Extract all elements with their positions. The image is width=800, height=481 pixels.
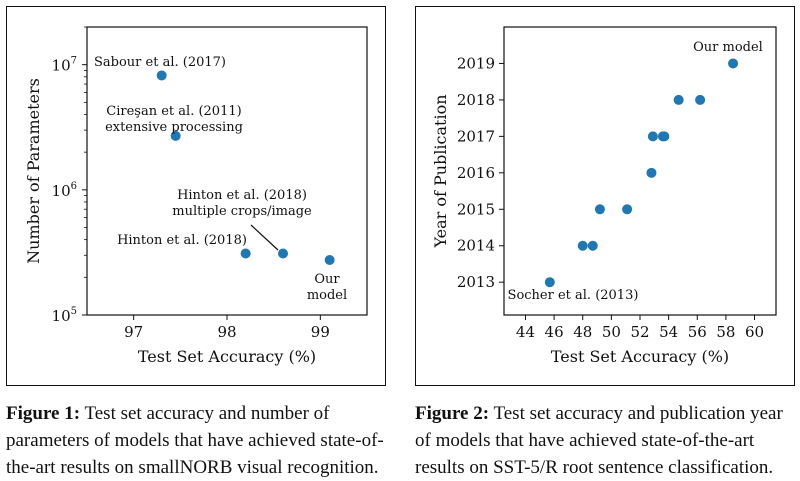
point-annotation: Hinton et al. (2018) [117, 233, 247, 248]
point-annotation: Cireşan et al. (2011) [106, 104, 241, 119]
data-point [587, 240, 598, 251]
figure2-panel: 44 46 48 50 52 54 56 58 60 2013 2014 2015 2016 2017 20… [415, 6, 795, 386]
data-point [278, 248, 288, 259]
figure1-panel: 97 98 99 105 106 107 Test Set Accuracy (%) Numb… [6, 6, 386, 386]
y-tick-label: 2014 [457, 237, 495, 255]
figure1-caption-text: Test set accuracy and number of paramete… [6, 403, 384, 478]
data-point [646, 167, 657, 178]
data-point [594, 204, 605, 215]
data-point [647, 131, 658, 142]
figure2-caption-label: Figure 2: [415, 403, 490, 424]
x-tick-label: 54 [659, 323, 678, 341]
chart-params-vs-accuracy: 97 98 99 105 106 107 Test Set Accuracy (%) Numb… [24, 26, 368, 366]
x-tick-label: 60 [745, 323, 764, 341]
data-point [622, 204, 633, 215]
x-tick-label: 48 [573, 323, 592, 341]
data-point [695, 94, 706, 105]
point-annotation: model [307, 288, 347, 303]
x-tick-label: 46 [545, 323, 564, 341]
figure2-caption-text: Test set accuracy and publication year o… [415, 403, 783, 478]
data-point [728, 58, 739, 69]
data-point [240, 248, 251, 259]
point-annotation: extensive processing [105, 120, 243, 135]
x-axis-label: Test Set Accuracy (%) [551, 347, 729, 366]
x-tick-label: 50 [602, 323, 621, 341]
figure1-caption-label: Figure 1: [6, 403, 81, 424]
y-axis-label: Year of Publication [431, 94, 450, 248]
chart-year-vs-accuracy: 44 46 48 50 52 54 56 58 60 2013 2014 2015 2016 2017 20… [431, 26, 777, 366]
x-tick-label: 44 [516, 323, 535, 341]
data-point [324, 255, 335, 266]
point-annotation: Our [314, 272, 340, 287]
y-tick-label: 2016 [457, 164, 495, 182]
plot-area-frame [503, 26, 777, 316]
point-annotation: Hinton et al. (2018) [177, 188, 307, 203]
point-annotation: multiple crops/image [172, 204, 312, 219]
figure2-caption: Figure 2: Test set accuracy and publicat… [415, 400, 800, 481]
y-axis-label: Number of Parameters [24, 78, 43, 264]
y-tick-label: 107 [52, 56, 77, 75]
figure1-caption: Figure 1: Test set accuracy and number o… [6, 400, 391, 481]
x-tick-label: 56 [688, 323, 707, 341]
y-tick-label: 2015 [457, 200, 495, 218]
point-annotation: Sabour et al. (2017) [94, 55, 226, 70]
x-tick-label: 99 [311, 323, 330, 341]
y-tick-label: 105 [52, 306, 77, 325]
y-tick-label: 106 [52, 181, 77, 200]
data-point [673, 94, 684, 105]
x-tick-label: 52 [630, 323, 649, 341]
x-tick-label: 98 [217, 323, 236, 341]
annotation-pointer-line [250, 224, 279, 251]
x-tick-label: 97 [124, 323, 143, 341]
data-point [577, 240, 588, 251]
y-tick-label: 2018 [457, 91, 495, 109]
data-point [544, 277, 555, 288]
data-point [170, 130, 181, 141]
data-point [156, 70, 167, 81]
y-tick-label: 2013 [457, 273, 495, 291]
y-tick-label: 2017 [457, 127, 495, 145]
point-annotation: Socher et al. (2013) [508, 288, 639, 303]
x-tick-label: 58 [716, 323, 735, 341]
x-axis-label: Test Set Accuracy (%) [138, 347, 316, 366]
point-annotation: Our model [693, 40, 763, 55]
y-tick-label: 2019 [457, 54, 495, 72]
data-point [659, 131, 670, 142]
